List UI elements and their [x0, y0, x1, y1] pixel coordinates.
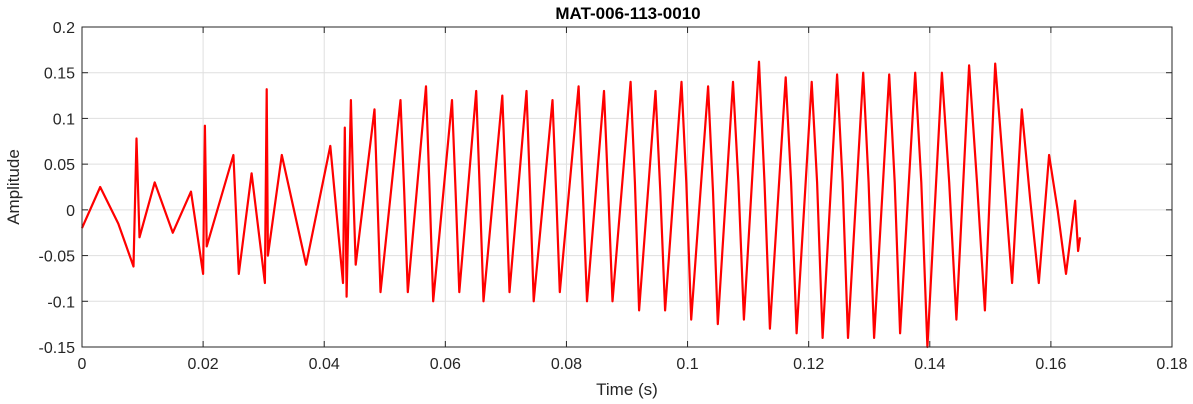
x-axis-label: Time (s): [596, 380, 658, 399]
x-tick-label: 0.08: [551, 356, 582, 373]
x-tick-label: 0.18: [1156, 356, 1187, 373]
x-axis-ticks: 0 0.02 0.04 0.06 0.08 0.1 0.12 0.14 0.16 0.18: [78, 27, 1188, 373]
x-tick-label: 0.06: [430, 356, 461, 373]
y-tick-label: -0.1: [47, 294, 75, 311]
y-axis-ticks: -0.15 -0.1 -0.05 0 0.05 0.1 0.15 0.2: [39, 20, 1172, 357]
y-tick-label: 0.15: [44, 66, 75, 83]
y-tick-label: -0.05: [39, 249, 76, 266]
x-tick-label: 0.1: [676, 356, 698, 373]
y-tick-label: 0.2: [53, 20, 75, 37]
y-axis-label: Amplitude: [4, 149, 23, 225]
y-tick-label: 0: [66, 203, 75, 220]
x-tick-label: 0.02: [188, 356, 219, 373]
series-layer: [80, 60, 1082, 349]
x-tick-label: 0.14: [914, 356, 945, 373]
x-tick-label: 0: [78, 356, 87, 373]
series-line: [80, 60, 1082, 349]
plot-border: [81, 26, 1173, 348]
x-tick-label: 0.16: [1035, 356, 1066, 373]
x-tick-label: 0.12: [793, 356, 824, 373]
x-tick-label: 0.04: [309, 356, 340, 373]
chart-title: MAT-006-113-0010: [555, 4, 700, 23]
plot-area: [82, 27, 1172, 347]
y-tick-label: 0.1: [53, 111, 75, 128]
y-tick-label: -0.15: [39, 340, 76, 357]
y-tick-label: 0.05: [44, 157, 75, 174]
